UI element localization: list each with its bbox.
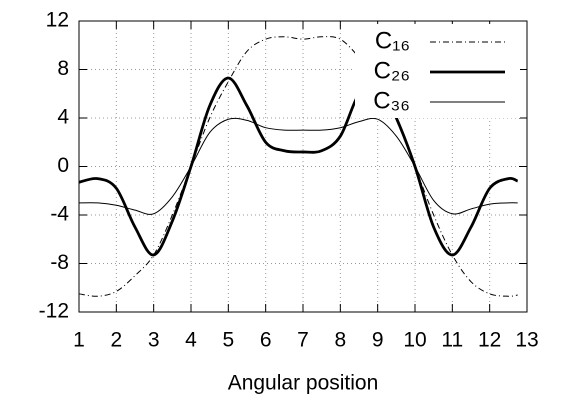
x-tick-label: 3 <box>148 329 160 352</box>
x-tick-label: 2 <box>110 329 122 352</box>
legend-label: C₁₆ <box>375 27 410 54</box>
x-tick-label: 7 <box>297 329 309 352</box>
y-tick-label: -4 <box>50 203 69 226</box>
series-line <box>78 117 518 215</box>
x-tick-label: 8 <box>334 329 346 352</box>
x-tick-label: 5 <box>222 329 234 352</box>
series-line <box>78 76 519 257</box>
legend-label: C₃₆ <box>373 87 410 114</box>
x-tick-label: 12 <box>478 329 501 352</box>
x-tick-label: 11 <box>441 329 463 352</box>
x-tick-label: 13 <box>515 329 538 352</box>
plot-frame <box>78 20 528 313</box>
x-tick-label: 1 <box>73 329 85 352</box>
x-axis-label: Angular position <box>228 372 379 395</box>
x-tick-label: 10 <box>403 329 426 352</box>
y-tick-label: -12 <box>39 300 69 323</box>
y-tick-label: 4 <box>57 106 69 129</box>
y-tick-label: -8 <box>50 251 69 274</box>
x-tick-label: 9 <box>372 329 384 352</box>
y-tick-label: 8 <box>57 57 69 80</box>
y-tick-label: 12 <box>46 9 69 32</box>
legend-label: C₂₆ <box>374 57 410 84</box>
x-tick-label: 4 <box>185 329 197 352</box>
x-tick-label: 6 <box>260 329 272 352</box>
y-tick-label: 0 <box>57 154 69 177</box>
